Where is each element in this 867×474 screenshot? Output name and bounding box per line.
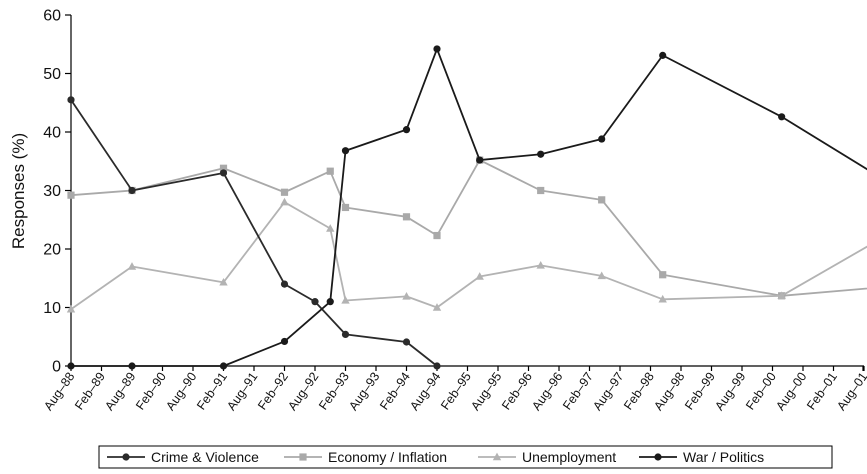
- data-point-crime-violence: [280, 280, 289, 288]
- data-point-unemployment: [597, 271, 606, 280]
- x-tick-label: Aug–93: [346, 370, 382, 413]
- data-point-unemployment: [127, 262, 137, 270]
- data-point-economy-inflation: [537, 186, 545, 195]
- data-point-unemployment: [777, 291, 786, 299]
- legend: Crime & Violence Economy / Inflation Unemp…: [98, 445, 833, 469]
- legend-item-unemployment: Unemployment: [478, 449, 616, 465]
- legend-label: Unemployment: [522, 449, 616, 465]
- data-point-war-politics: [537, 150, 545, 158]
- y-tick-label: 40: [43, 125, 61, 142]
- series-crime-violence: [67, 96, 441, 370]
- data-point-war-politics: [341, 147, 350, 155]
- legend-box: [98, 445, 833, 469]
- x-tick-label: Aug–00: [773, 370, 809, 413]
- data-point-unemployment: [326, 224, 335, 232]
- legend-swatch-marker: [492, 452, 502, 461]
- x-tick-label: Aug–98: [651, 370, 687, 413]
- data-point-war-politics: [219, 362, 228, 370]
- data-point-unemployment: [432, 303, 442, 311]
- data-point-war-politics: [433, 45, 441, 53]
- x-tick-label: Aug–88: [41, 370, 77, 413]
- legend-swatch-marker: [122, 453, 130, 461]
- legend-swatch-marker: [654, 453, 662, 461]
- legend-label: Economy / Inflation: [328, 449, 447, 465]
- data-point-war-politics: [476, 156, 484, 164]
- y-tick-label: 0: [52, 359, 61, 376]
- x-tick-label: Aug–91: [224, 370, 260, 413]
- data-point-economy-inflation: [341, 203, 350, 212]
- data-point-crime-violence: [128, 186, 136, 195]
- y-tick-label: 50: [43, 66, 61, 83]
- series-war-politics: [67, 45, 867, 370]
- x-tick-label: Aug–89: [102, 370, 138, 413]
- legend-item-war-politics: War / Politics: [639, 449, 764, 465]
- data-point-war-politics: [67, 362, 75, 370]
- x-tick-label: Aug–97: [590, 370, 626, 413]
- x-tick-label: Aug–92: [285, 370, 321, 413]
- y-axis-label: Responses (%): [9, 133, 28, 249]
- series-economy-inflation: [67, 156, 867, 300]
- data-point-unemployment: [66, 304, 76, 313]
- data-point-economy-inflation: [280, 188, 289, 196]
- series-line-economy-inflation: [70, 159, 867, 297]
- y-axis: 0 10 20 30 40 50 60: [43, 8, 72, 376]
- x-tick-label: Aug–94: [407, 370, 443, 413]
- legend-label: Crime & Violence: [151, 449, 259, 465]
- data-point-economy-inflation: [402, 213, 411, 221]
- data-point-economy-inflation: [326, 167, 334, 175]
- data-point-economy-inflation: [219, 164, 228, 172]
- data-point-crime-violence: [219, 169, 228, 177]
- data-point-crime-violence: [402, 338, 411, 346]
- legend-item-crime-violence: Crime & Violence: [107, 449, 259, 465]
- legend-item-economy-inflation: Economy / Inflation: [284, 449, 447, 465]
- x-axis: Aug–88Feb–89Aug–89Feb–90Aug–90Feb–91Aug–…: [41, 365, 867, 413]
- data-point-war-politics: [598, 135, 606, 143]
- x-tick-label: Aug–90: [163, 370, 199, 413]
- series-layer: [66, 45, 867, 370]
- y-tick-label: 10: [43, 300, 61, 317]
- data-point-economy-inflation: [659, 271, 667, 279]
- data-point-economy-inflation: [598, 196, 606, 204]
- legend-swatch-marker: [299, 453, 307, 461]
- legend-label: War / Politics: [683, 449, 764, 465]
- data-point-unemployment: [219, 277, 228, 286]
- data-point-crime-violence: [433, 362, 441, 370]
- data-point-unemployment: [341, 296, 350, 304]
- data-point-unemployment: [280, 197, 289, 206]
- data-point-economy-inflation: [67, 191, 75, 199]
- x-tick-label: Aug–96: [529, 370, 565, 413]
- data-point-unemployment: [402, 291, 411, 300]
- data-point-unemployment: [658, 294, 667, 303]
- y-tick-label: 60: [43, 8, 61, 25]
- series-line-unemployment: [70, 201, 867, 310]
- x-tick-label: Aug–99: [712, 370, 748, 413]
- data-point-unemployment: [475, 272, 484, 280]
- data-point-crime-violence: [67, 96, 75, 104]
- data-point-war-politics: [326, 298, 334, 306]
- series-line-crime-violence: [70, 99, 438, 367]
- y-tick-label: 20: [43, 242, 61, 259]
- x-tick-label: Aug–01: [834, 370, 867, 413]
- data-point-war-politics: [778, 113, 786, 121]
- series-unemployment: [66, 197, 867, 313]
- data-point-unemployment: [536, 260, 545, 269]
- data-point-economy-inflation: [433, 231, 441, 240]
- data-point-crime-violence: [311, 298, 319, 306]
- x-tick-label: Aug–95: [468, 370, 504, 413]
- data-point-war-politics: [402, 126, 411, 134]
- data-point-war-politics: [280, 337, 289, 346]
- series-line-war-politics: [71, 48, 867, 367]
- y-tick-label: 30: [43, 183, 61, 200]
- data-point-war-politics: [128, 362, 136, 370]
- data-point-war-politics: [659, 51, 667, 59]
- data-point-crime-violence: [341, 330, 350, 339]
